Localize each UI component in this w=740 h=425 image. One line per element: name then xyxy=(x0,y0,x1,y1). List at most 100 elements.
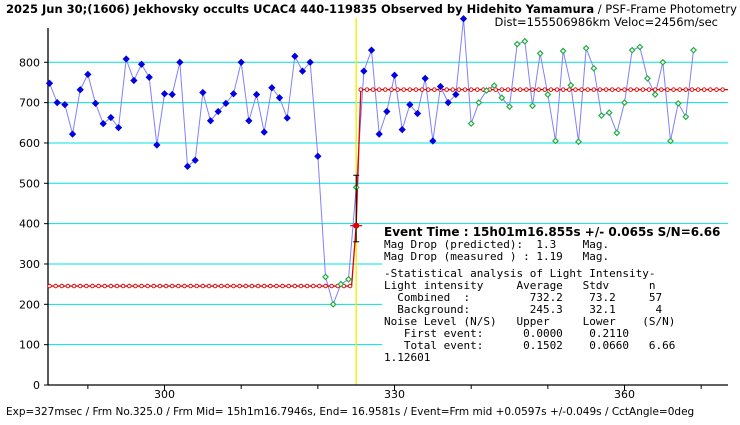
model-marker xyxy=(304,283,310,289)
data-point xyxy=(690,46,697,54)
data-point xyxy=(122,55,130,63)
mag-drop-measured: Mag Drop (measured ) : 1.19 Mag. xyxy=(384,250,609,263)
chart-title-rest: / PSF-Frame Photometry / xyxy=(594,2,740,16)
model-marker xyxy=(268,283,273,289)
data-point xyxy=(575,138,582,146)
model-marker xyxy=(401,87,406,92)
model-marker xyxy=(677,87,682,92)
model-marker xyxy=(511,87,517,92)
model-marker xyxy=(261,283,267,289)
data-point xyxy=(398,126,406,134)
data-point xyxy=(237,58,245,66)
model-marker xyxy=(456,87,462,92)
model-marker xyxy=(499,87,505,92)
data-point xyxy=(130,76,138,85)
model-marker xyxy=(182,283,187,289)
data-point xyxy=(628,46,636,54)
model-marker xyxy=(84,283,89,289)
model-marker xyxy=(573,87,578,92)
model-marker xyxy=(536,87,541,92)
data-point xyxy=(84,70,92,79)
model-marker xyxy=(114,283,120,289)
model-marker xyxy=(225,283,230,289)
event-time-text: Event Time : 15h01m16.855s +/- 0.065s S/… xyxy=(384,225,720,239)
stat-background: Background: 245.3 32.1 4 xyxy=(384,303,663,316)
model-marker xyxy=(720,87,725,92)
model-marker xyxy=(219,283,224,289)
data-point xyxy=(45,79,54,87)
tick-labels: 0 100 200 300 400 500 600 700 800 300 330 360 xyxy=(19,56,635,401)
data-point xyxy=(674,99,682,107)
data-point xyxy=(598,112,605,119)
data-point xyxy=(413,109,422,118)
model-marker xyxy=(298,283,304,289)
data-point xyxy=(53,99,61,107)
data-point xyxy=(483,87,490,94)
data-point xyxy=(291,52,299,60)
data-point xyxy=(490,82,498,90)
model-marker xyxy=(567,87,572,92)
noise-total: Total event: 0.1502 0.0660 6.66 xyxy=(384,339,675,352)
data-point xyxy=(107,113,115,122)
data-point xyxy=(475,99,483,107)
model-marker xyxy=(444,87,449,92)
y-tick-label-0: 0 xyxy=(33,379,40,392)
y-tick-label-100: 100 xyxy=(19,339,40,352)
stat-header: Light intensity Average Stdv n xyxy=(384,279,656,292)
model-marker xyxy=(47,283,52,289)
model-marker xyxy=(206,283,212,289)
model-marker xyxy=(96,283,101,289)
model-marker xyxy=(542,87,548,92)
model-marker xyxy=(347,283,353,289)
data-point xyxy=(283,114,291,122)
model-marker xyxy=(383,87,388,92)
model-marker xyxy=(407,87,413,92)
model-marker xyxy=(708,87,713,92)
model-marker xyxy=(157,283,163,289)
y-tick-label-500: 500 xyxy=(19,177,40,190)
model-marker xyxy=(376,87,382,92)
data-point xyxy=(168,90,176,99)
model-marker xyxy=(317,283,322,289)
data-point xyxy=(145,73,153,81)
data-point xyxy=(183,162,192,170)
model-marker xyxy=(475,87,480,92)
model-marker xyxy=(640,87,646,92)
model-marker xyxy=(603,87,609,92)
model-marker xyxy=(102,283,107,289)
data-point xyxy=(176,58,184,66)
data-point xyxy=(345,275,352,283)
model-marker xyxy=(323,283,328,289)
data-point xyxy=(245,117,253,125)
data-point xyxy=(260,128,268,136)
data-point xyxy=(605,109,613,117)
model-marker xyxy=(65,283,71,289)
data-point xyxy=(360,67,368,75)
data-point xyxy=(406,101,414,109)
data-point xyxy=(521,37,529,45)
data-point xyxy=(91,99,100,108)
data-point xyxy=(383,107,391,116)
data-point xyxy=(429,137,437,145)
data-point xyxy=(153,141,161,149)
data-point xyxy=(513,40,521,48)
model-marker xyxy=(280,283,285,289)
model-marker xyxy=(59,283,65,289)
model-marker xyxy=(554,87,560,92)
model-marker xyxy=(683,87,689,92)
model-marker xyxy=(432,87,437,92)
model-marker xyxy=(274,283,279,289)
model-marker xyxy=(579,87,584,92)
model-marker xyxy=(151,283,157,289)
model-marker xyxy=(163,283,169,289)
mag-drop-predicted: Mag Drop (predicted): 1.3 Mag. xyxy=(384,238,609,251)
data-point xyxy=(68,130,77,138)
y-tick-label-600: 600 xyxy=(19,137,40,150)
model-marker xyxy=(493,87,498,92)
model-marker xyxy=(609,87,615,92)
chart-subtitle: Dist=155506986km Veloc=2456m/sec xyxy=(494,15,718,29)
data-point xyxy=(498,94,506,102)
model-marker xyxy=(530,87,535,92)
y-tick-label-800: 800 xyxy=(19,56,40,69)
